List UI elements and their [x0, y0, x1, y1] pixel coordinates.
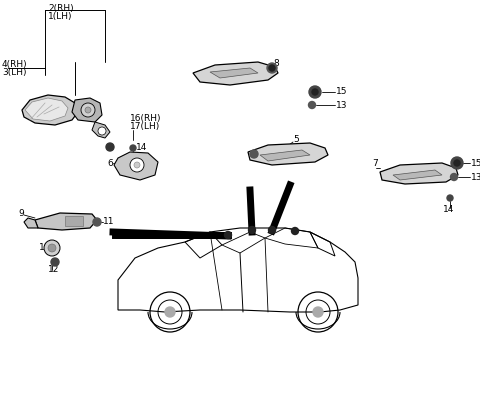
Text: 12: 12 [48, 266, 60, 275]
Circle shape [98, 127, 106, 135]
Circle shape [81, 103, 95, 117]
Polygon shape [22, 95, 78, 125]
Circle shape [106, 143, 114, 151]
Text: 16(RH): 16(RH) [130, 113, 161, 122]
Polygon shape [260, 150, 310, 161]
Polygon shape [248, 143, 328, 165]
Circle shape [225, 232, 231, 239]
Circle shape [312, 89, 318, 95]
Circle shape [451, 157, 463, 169]
Polygon shape [114, 152, 158, 180]
Circle shape [313, 307, 323, 317]
Text: 13: 13 [471, 173, 480, 181]
Text: 2(RH): 2(RH) [48, 4, 73, 13]
Circle shape [48, 244, 56, 252]
Text: 6: 6 [107, 158, 113, 168]
Circle shape [447, 195, 453, 201]
Text: 15: 15 [471, 158, 480, 168]
Text: 8: 8 [273, 58, 279, 68]
Circle shape [309, 86, 321, 98]
Polygon shape [72, 98, 102, 122]
Text: 1(LH): 1(LH) [48, 11, 72, 21]
Polygon shape [380, 163, 458, 184]
Polygon shape [210, 68, 258, 78]
Text: 14: 14 [443, 205, 455, 215]
Circle shape [267, 63, 277, 73]
Circle shape [130, 158, 144, 172]
Circle shape [291, 228, 299, 234]
Text: 17(LH): 17(LH) [130, 122, 160, 130]
Text: 10: 10 [39, 243, 50, 252]
Polygon shape [35, 213, 97, 230]
Circle shape [451, 173, 457, 181]
Polygon shape [393, 170, 442, 180]
Circle shape [134, 162, 140, 168]
Circle shape [130, 145, 136, 151]
Circle shape [454, 160, 460, 166]
Text: 3(LH): 3(LH) [2, 68, 26, 77]
Circle shape [250, 150, 258, 158]
Text: 15: 15 [336, 87, 348, 96]
Text: 13: 13 [336, 100, 348, 109]
Circle shape [269, 65, 275, 71]
Circle shape [85, 107, 91, 113]
Polygon shape [24, 218, 38, 228]
Circle shape [51, 258, 59, 266]
Polygon shape [92, 122, 110, 138]
Circle shape [249, 226, 255, 234]
Text: 14: 14 [136, 143, 147, 153]
Text: 9: 9 [18, 209, 24, 217]
Circle shape [165, 307, 175, 317]
Circle shape [268, 226, 276, 234]
Circle shape [93, 218, 101, 226]
Text: 5: 5 [293, 134, 299, 143]
Circle shape [44, 240, 60, 256]
Circle shape [309, 102, 315, 109]
Text: 4(RH): 4(RH) [2, 60, 28, 70]
Polygon shape [25, 98, 68, 121]
Polygon shape [193, 62, 278, 85]
Text: 7: 7 [372, 158, 378, 168]
Text: 11: 11 [103, 217, 115, 226]
Bar [65, 216, 83, 226]
